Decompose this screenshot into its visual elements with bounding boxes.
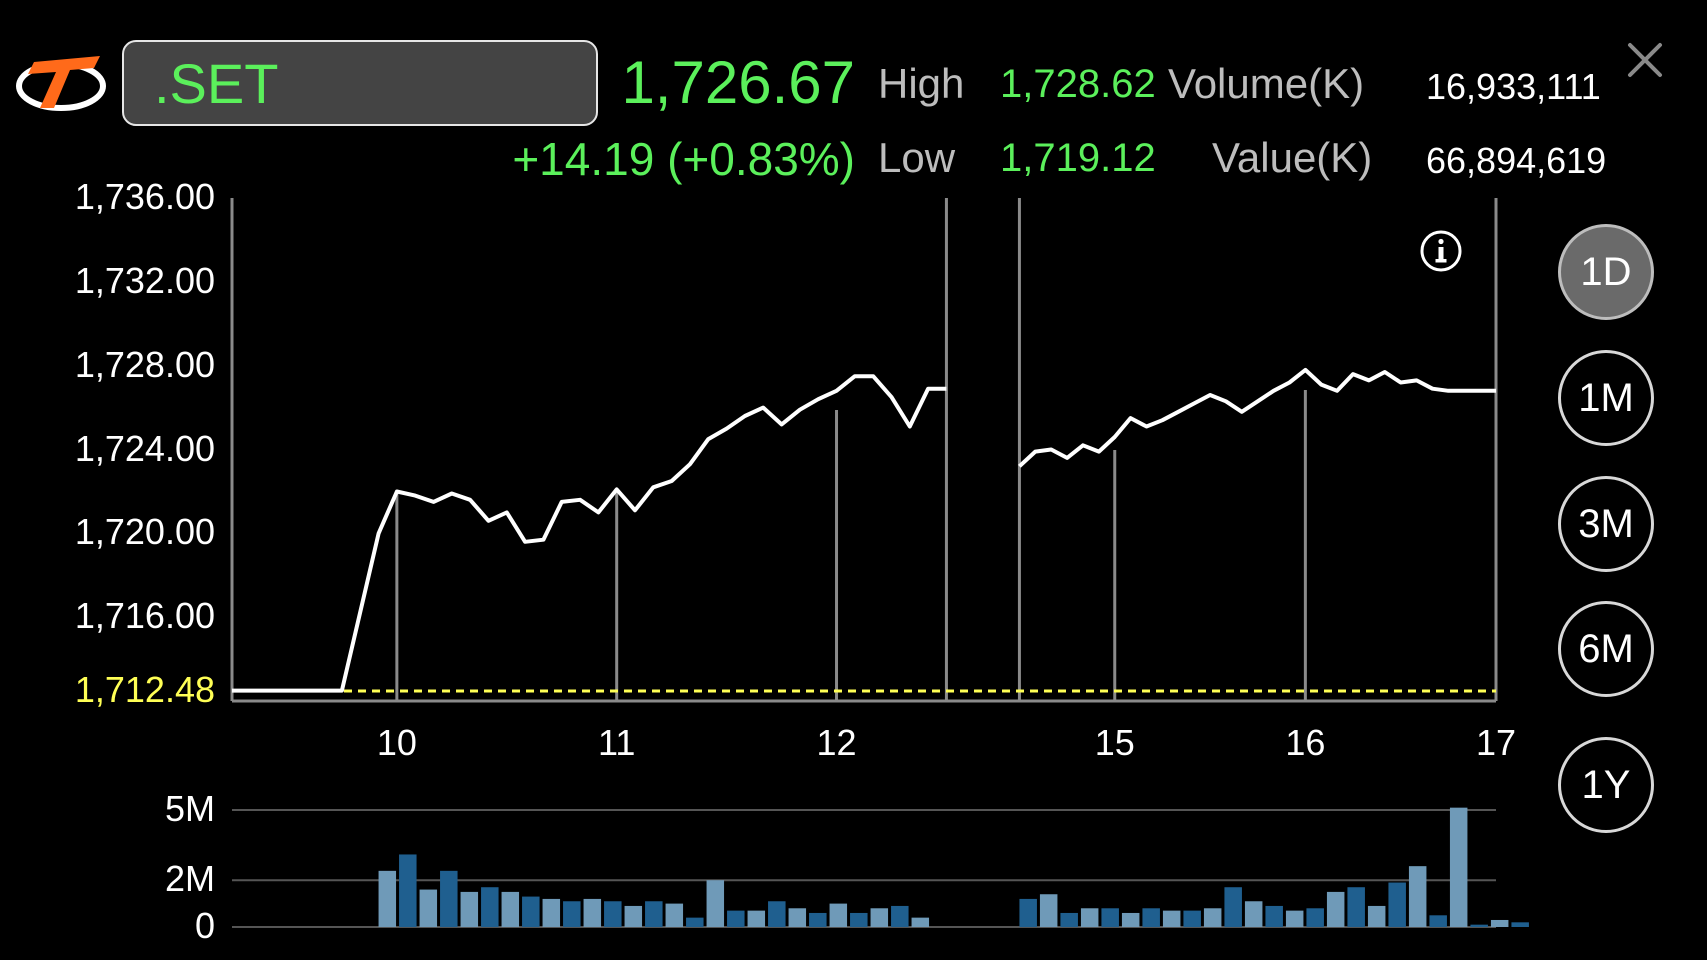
volume-bar	[747, 910, 766, 927]
volume-bar	[419, 889, 438, 927]
price-change: +14.19 (+0.83%)	[512, 133, 855, 185]
volume-label: Volume(K)	[1168, 60, 1365, 107]
period-button-1d[interactable]: 1D	[1558, 224, 1654, 320]
broker-logo	[14, 46, 108, 118]
high-value: 1,728.62	[1000, 62, 1156, 106]
volume-bar	[481, 887, 499, 927]
value-label: Value(K)	[1212, 134, 1373, 181]
volume-bar	[768, 901, 786, 927]
volume-bar	[665, 903, 684, 927]
volume-bar	[1060, 912, 1078, 927]
volume-bar	[542, 898, 561, 927]
info-icon	[1420, 230, 1462, 272]
volume-value: 16,933,111	[1426, 66, 1601, 107]
x-tick-label: 10	[376, 722, 417, 763]
period-button-1y[interactable]: 1Y	[1558, 737, 1654, 833]
volume-bar	[1203, 908, 1222, 927]
volume-bar	[1142, 908, 1160, 927]
volume-bar	[645, 901, 663, 927]
period-button-3m[interactable]: 3M	[1558, 476, 1654, 572]
close-button[interactable]	[1625, 40, 1665, 80]
volume-bar	[1224, 887, 1242, 927]
volume-bar	[1101, 908, 1119, 927]
x-tick-label: 17	[1475, 722, 1517, 763]
volume-bar	[788, 908, 807, 927]
price-line-afternoon	[1018, 367, 1496, 468]
volume-bar	[1039, 894, 1058, 927]
volume-bar	[829, 903, 848, 927]
volume-bar	[1306, 908, 1324, 927]
volume-bar	[870, 908, 889, 927]
volume-bar	[1285, 910, 1304, 927]
y-tick-label: 1,732.00	[74, 259, 215, 301]
volume-bar	[1347, 887, 1365, 927]
volume-bar	[727, 910, 745, 927]
volume-bar	[1470, 924, 1488, 927]
prev-close-label: 1,712.48	[74, 669, 215, 710]
volume-bar	[1183, 910, 1201, 927]
x-tick-label: 11	[598, 722, 636, 763]
y-tick-label: 1,736.00	[74, 176, 215, 217]
volume-bar	[440, 870, 458, 927]
volume-tick-label: 5M	[164, 788, 215, 829]
x-tick-label: 16	[1285, 722, 1326, 763]
period-button-6m[interactable]: 6M	[1558, 601, 1654, 697]
volume-bar	[850, 912, 868, 927]
last-price: 1,726.67	[621, 49, 855, 116]
volume-bar	[1511, 922, 1529, 927]
volume-bar	[460, 891, 479, 927]
symbol-text: .SET	[154, 51, 279, 115]
x-tick-label: 15	[1094, 722, 1135, 763]
period-button-1m[interactable]: 1M	[1558, 350, 1654, 446]
volume-bar	[911, 917, 930, 927]
low-value: 1,719.12	[1000, 136, 1156, 180]
price-line-morning	[232, 374, 947, 693]
volume-bar	[686, 917, 704, 927]
volume-bar	[604, 901, 622, 927]
volume-bar	[1019, 898, 1037, 927]
volume-bar	[522, 896, 540, 927]
volume-bar	[809, 912, 827, 927]
volume-bar	[1408, 866, 1427, 927]
symbol-input[interactable]: .SET	[122, 40, 598, 126]
volume-bar	[1265, 905, 1283, 927]
volume-bar	[378, 870, 397, 927]
volume-tick-label: 2M	[164, 858, 215, 900]
chart-info-button[interactable]	[1418, 228, 1464, 274]
volume-bar	[1162, 910, 1181, 927]
volume-bar	[891, 905, 909, 927]
volume-bar	[1490, 919, 1509, 927]
volume-bar	[563, 901, 581, 927]
volume-bar	[1367, 905, 1386, 927]
volume-bar	[1449, 807, 1468, 927]
volume-bar	[1080, 908, 1099, 927]
value-value: 66,894,619	[1426, 140, 1607, 181]
x-tick-label: 12	[816, 722, 857, 763]
low-label: Low	[878, 134, 956, 181]
volume-bar	[624, 905, 643, 927]
high-label: High	[878, 60, 965, 107]
volume-bar	[1121, 912, 1140, 927]
volume-bar	[399, 854, 417, 927]
volume-bar	[1388, 882, 1406, 927]
close-icon	[1628, 43, 1662, 77]
volume-tick-label: 0	[194, 905, 215, 946]
y-tick-label: 1,724.00	[74, 427, 215, 469]
volume-bar	[706, 880, 725, 927]
volume-bar	[1326, 891, 1345, 927]
volume-bar	[1429, 915, 1447, 927]
volume-bar	[501, 891, 520, 927]
volume-bar	[583, 898, 602, 927]
y-tick-label: 1,720.00	[74, 511, 215, 553]
y-tick-label: 1,728.00	[74, 343, 215, 385]
volume-bar	[1244, 901, 1263, 927]
logo-mark-icon	[16, 56, 106, 111]
y-tick-label: 1,716.00	[74, 595, 215, 637]
